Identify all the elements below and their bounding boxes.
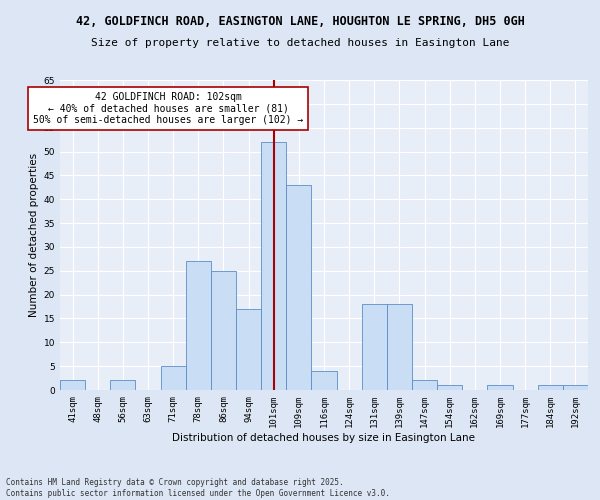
Text: 42, GOLDFINCH ROAD, EASINGTON LANE, HOUGHTON LE SPRING, DH5 0GH: 42, GOLDFINCH ROAD, EASINGTON LANE, HOUG…	[76, 15, 524, 28]
Bar	[186, 261, 211, 390]
Bar	[311, 371, 337, 390]
Y-axis label: Number of detached properties: Number of detached properties	[29, 153, 40, 317]
Bar	[387, 304, 412, 390]
Bar	[236, 309, 261, 390]
Bar	[261, 142, 286, 390]
Text: 42 GOLDFINCH ROAD: 102sqm
← 40% of detached houses are smaller (81)
50% of semi-: 42 GOLDFINCH ROAD: 102sqm ← 40% of detac…	[33, 92, 303, 125]
Bar	[437, 385, 462, 390]
Bar	[487, 385, 512, 390]
Bar	[286, 185, 311, 390]
Bar	[60, 380, 85, 390]
Text: Size of property relative to detached houses in Easington Lane: Size of property relative to detached ho…	[91, 38, 509, 48]
Bar	[362, 304, 387, 390]
Bar	[161, 366, 186, 390]
Bar	[110, 380, 136, 390]
X-axis label: Distribution of detached houses by size in Easington Lane: Distribution of detached houses by size …	[173, 432, 476, 442]
Bar	[563, 385, 588, 390]
Bar	[412, 380, 437, 390]
Bar	[211, 271, 236, 390]
Text: Contains HM Land Registry data © Crown copyright and database right 2025.
Contai: Contains HM Land Registry data © Crown c…	[6, 478, 390, 498]
Bar	[538, 385, 563, 390]
